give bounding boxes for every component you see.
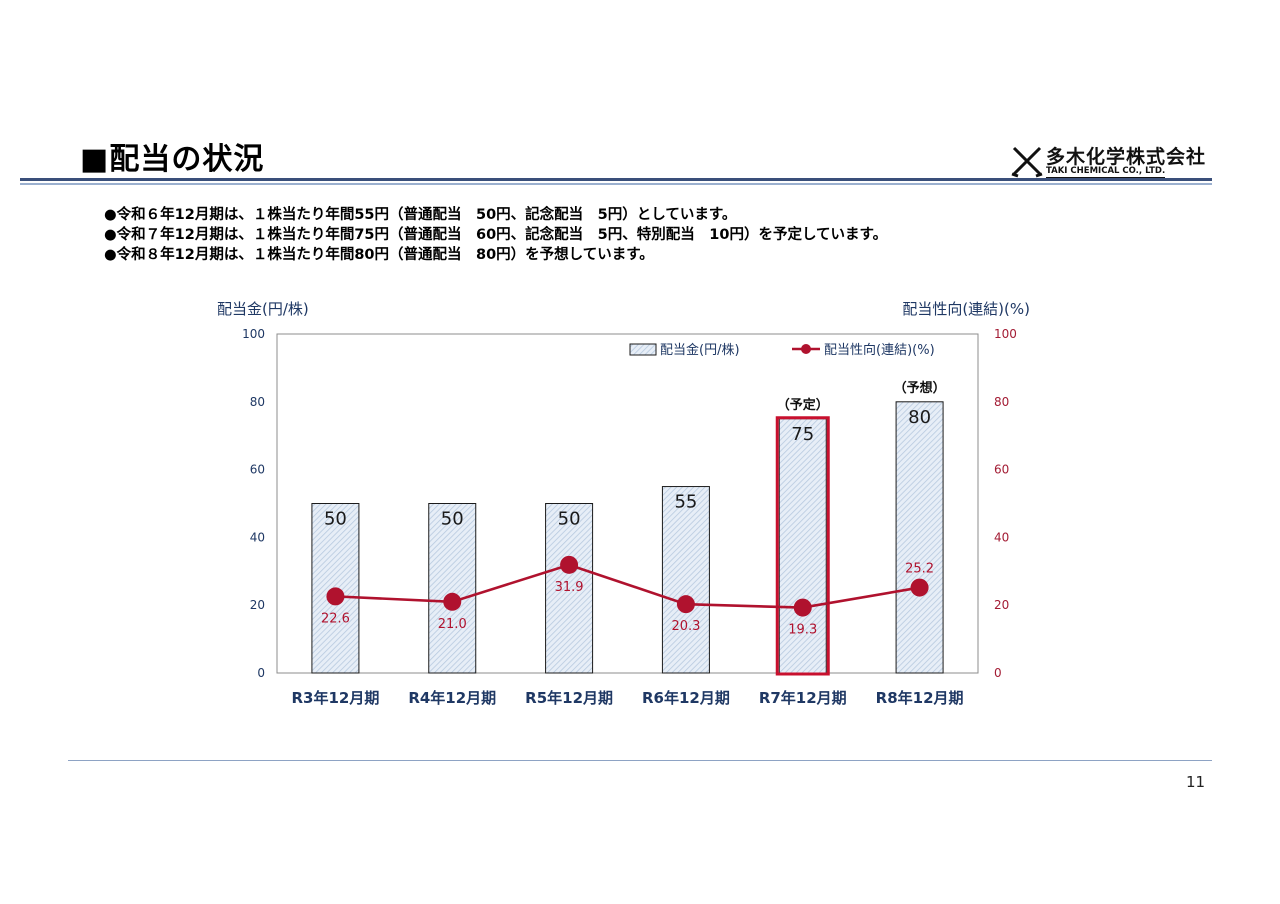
header-rule-light bbox=[20, 183, 1212, 185]
right-tick-label: 0 bbox=[994, 666, 1002, 680]
dividend-bar bbox=[545, 503, 594, 674]
category-label: R5年12月期 bbox=[525, 689, 613, 707]
company-name-jp: 多木化学株式会社 bbox=[1046, 146, 1207, 168]
page-number: 11 bbox=[1186, 773, 1206, 791]
payout-ratio-line bbox=[335, 563, 920, 609]
left-tick-label: 20 bbox=[250, 598, 265, 612]
right-tick-label: 100 bbox=[994, 327, 1017, 341]
right-tick-label: 60 bbox=[994, 463, 1009, 477]
crossed-tools-icon bbox=[1011, 146, 1043, 178]
left-tick-label: 60 bbox=[250, 463, 265, 477]
category-label: R7年12月期 bbox=[759, 689, 847, 707]
legend-line-label: 配当性向(連結)(%) bbox=[824, 342, 935, 358]
category-label: R4年12月期 bbox=[408, 689, 496, 707]
payout-ratio-point bbox=[793, 598, 812, 617]
bar-value-label: 50 bbox=[441, 509, 464, 530]
right-tick-label: 40 bbox=[994, 530, 1009, 544]
category-label: R8年12月期 bbox=[876, 689, 964, 707]
page-title: ■配当の状況 bbox=[80, 142, 265, 177]
category-label: R6年12月期 bbox=[642, 689, 730, 707]
dividend-bar bbox=[428, 503, 477, 674]
bullet-item: ●令和６年12月期は、１株当たり年間55円（普通配当 50円、記念配当 5円）と… bbox=[104, 207, 737, 223]
bar-value-label: 50 bbox=[558, 509, 581, 530]
payout-ratio-label: 22.6 bbox=[321, 611, 350, 626]
bullet-item: ●令和８年12月期は、１株当たり年間80円（普通配当 80円）を予想しています。 bbox=[104, 247, 654, 263]
payout-ratio-point bbox=[443, 592, 462, 611]
payout-ratio-point bbox=[910, 578, 929, 597]
bar-value-label: 55 bbox=[674, 492, 697, 513]
payout-ratio-label: 19.3 bbox=[788, 623, 817, 638]
left-axis-title: 配当金(円/株) bbox=[217, 300, 309, 318]
legend-line-marker bbox=[801, 344, 811, 354]
legend-bar-swatch bbox=[629, 343, 657, 356]
bullet-list: ●令和６年12月期は、１株当たり年間55円（普通配当 50円、記念配当 5円）と… bbox=[104, 205, 887, 265]
forecast-highlight-box bbox=[775, 416, 830, 676]
payout-ratio-label: 25.2 bbox=[905, 562, 934, 577]
dividend-bar bbox=[778, 418, 827, 674]
right-tick-label: 80 bbox=[994, 395, 1009, 409]
bar-annotation-label: （予定） bbox=[777, 397, 829, 413]
payout-ratio-label: 31.9 bbox=[555, 580, 584, 595]
right-tick-label: 20 bbox=[994, 598, 1009, 612]
dividend-bar bbox=[661, 486, 710, 674]
company-logo: 多木化学株式会社 TAKI CHEMICAL CO., LTD. bbox=[1010, 140, 1220, 182]
dividend-bar bbox=[895, 401, 944, 674]
left-tick-label: 0 bbox=[257, 666, 265, 680]
bar-value-label: 50 bbox=[324, 509, 347, 530]
right-axis-title: 配当性向(連結)(%) bbox=[902, 300, 1030, 318]
plot-area bbox=[276, 333, 979, 674]
bullet-item: ●令和７年12月期は、１株当たり年間75円（普通配当 60円、記念配当 5円、特… bbox=[104, 227, 888, 243]
category-label: R3年12月期 bbox=[291, 689, 379, 707]
payout-ratio-label: 21.0 bbox=[438, 617, 467, 632]
bar-annotation-label: （予想） bbox=[894, 380, 946, 396]
bar-value-label: 80 bbox=[908, 407, 931, 428]
payout-ratio-point bbox=[676, 595, 695, 614]
legend-bar-label: 配当金(円/株) bbox=[660, 342, 740, 358]
bar-value-label: 75 bbox=[791, 424, 814, 445]
dividend-chart: 配当金(円/株) 配当性向(連結)(%) 0 0 20 20 40 40 60 60 80 80 100… bbox=[217, 300, 1030, 707]
payout-ratio-point bbox=[326, 587, 345, 606]
left-tick-label: 80 bbox=[250, 395, 265, 409]
payout-ratio-label: 20.3 bbox=[671, 619, 700, 634]
header-rule bbox=[20, 178, 1212, 181]
payout-ratio-point bbox=[560, 555, 579, 574]
company-name-en: TAKI CHEMICAL CO., LTD. bbox=[1046, 166, 1166, 178]
left-tick-label: 100 bbox=[242, 327, 265, 341]
left-tick-label: 40 bbox=[250, 530, 265, 544]
footer-rule bbox=[68, 760, 1212, 761]
